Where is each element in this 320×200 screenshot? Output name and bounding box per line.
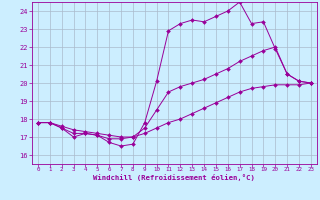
X-axis label: Windchill (Refroidissement éolien,°C): Windchill (Refroidissement éolien,°C) <box>93 174 255 181</box>
